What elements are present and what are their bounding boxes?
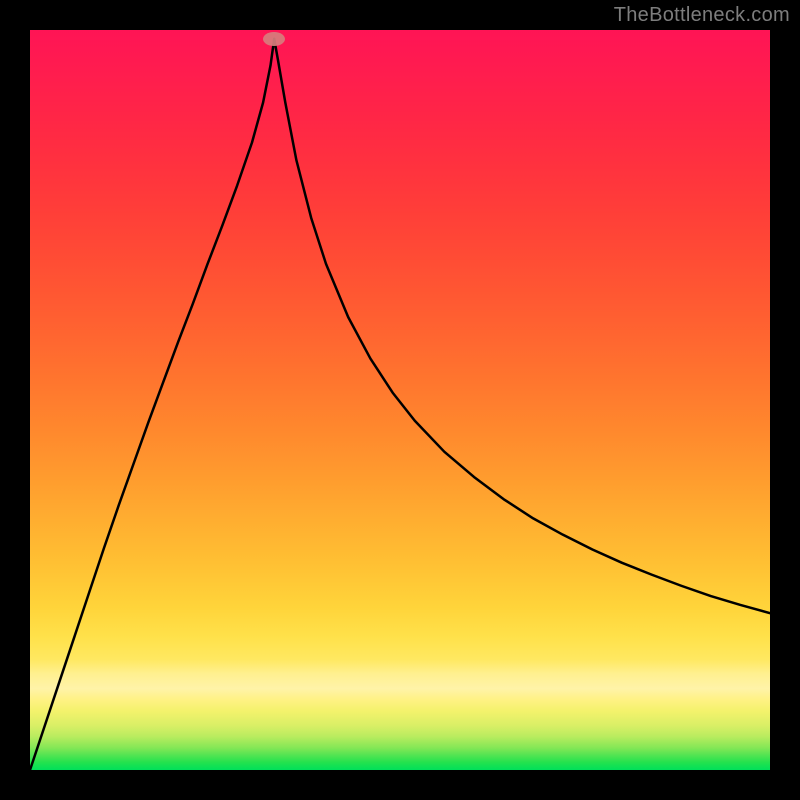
- optimum-marker: [263, 32, 285, 46]
- chart-plot-area: [30, 30, 770, 770]
- curve-right-branch: [274, 39, 770, 613]
- curve-left-branch: [30, 39, 274, 770]
- bottleneck-curve: [30, 30, 770, 770]
- watermark-text: TheBottleneck.com: [614, 4, 790, 27]
